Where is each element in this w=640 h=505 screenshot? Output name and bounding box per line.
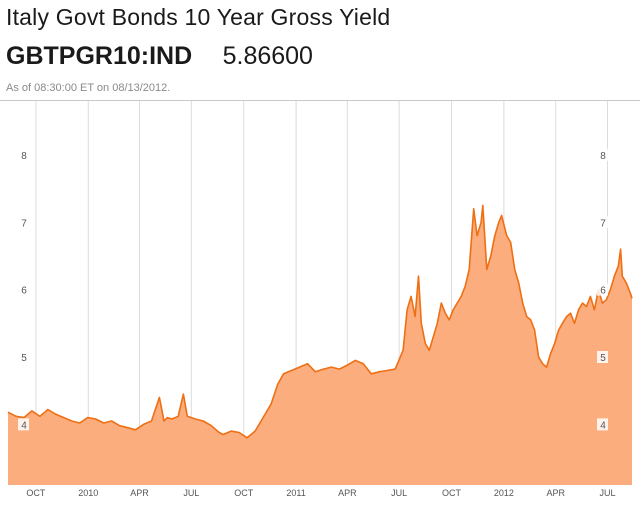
chart-title: Italy Govt Bonds 10 Year Gross Yield: [6, 4, 391, 30]
y-tick-bg-right-2: [597, 283, 608, 296]
x-axis: OCT 2010 APR JUL OCT 2011 APR JUL OCT 2012 APR JUL: [26, 488, 615, 498]
x-tick-label-11: JUL: [600, 488, 616, 498]
x-tick-label-8: OCT: [442, 488, 462, 498]
y-tick-bg-left-0: [18, 418, 29, 431]
x-tick-label-2: APR: [130, 488, 149, 498]
y-tick-label-left-1: 5: [21, 353, 27, 364]
x-tick-label-6: APR: [338, 488, 357, 498]
y-tick-bg-left-2: [18, 283, 29, 296]
x-tick-label-9: 2012: [494, 488, 514, 498]
y-tick-label-right-1: 5: [600, 353, 606, 364]
y-tick-label-right-0: 4: [600, 420, 606, 431]
x-tick-label-0: OCT: [26, 488, 46, 498]
x-tick-label-4: OCT: [234, 488, 254, 498]
y-tick-bg-left-3: [18, 216, 29, 229]
last-price: 5.86600: [222, 42, 313, 70]
yield-area: [8, 205, 632, 485]
x-tick-label-7: JUL: [391, 488, 407, 498]
y-tick-label-left-3: 7: [21, 218, 27, 229]
y-tick-bg-right-1: [597, 351, 608, 363]
ticker-symbol: GBTPGR10:IND: [6, 42, 193, 70]
x-tick-label-3: JUL: [183, 488, 199, 498]
y-tick-label-left-2: 6: [21, 286, 27, 297]
x-tick-label-1: 2010: [78, 488, 98, 498]
y-tick-bg-right-3: [597, 216, 608, 229]
y-tick-label-right-4: 8: [600, 151, 606, 162]
y-tick-label-left-0: 4: [21, 420, 27, 431]
ticker-row: GBTPGR10:IND 5.86600: [6, 42, 313, 71]
y-tick-bg-left-4: [18, 148, 29, 161]
yield-line: [7, 204, 633, 439]
y-tick-bg-right-0: [597, 418, 608, 431]
header-divider: [0, 100, 640, 101]
y-axis-left: 4 5 6 7 8: [18, 148, 29, 431]
y-tick-label-right-2: 6: [600, 286, 606, 297]
x-tick-label-5: 2011: [286, 488, 305, 498]
y-tick-bg-right-4: [597, 148, 608, 161]
y-tick-label-left-4: 8: [21, 151, 27, 162]
y-tick-bg-left-1: [18, 351, 29, 363]
as-of-timestamp: As of 08:30:00 ET on 08/13/2012.: [6, 82, 171, 94]
x-tick-label-10: APR: [546, 488, 565, 498]
y-tick-label-right-3: 7: [600, 218, 606, 229]
y-axis-right: 4 5 6 7 8: [597, 148, 608, 431]
